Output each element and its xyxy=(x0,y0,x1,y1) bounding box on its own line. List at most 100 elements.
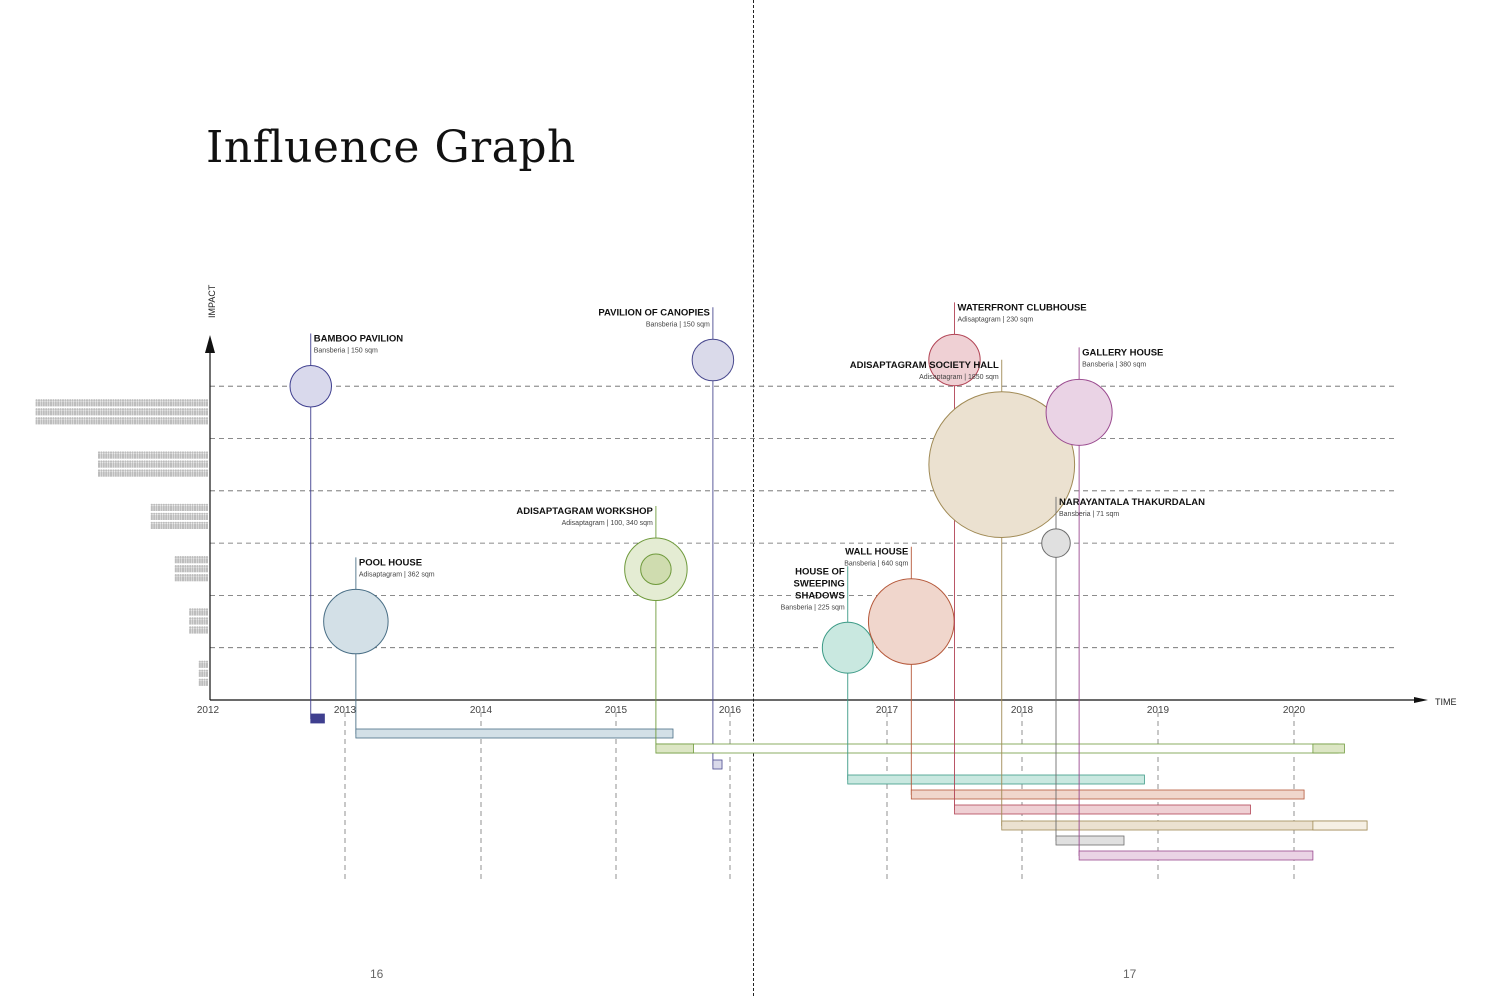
person-icon xyxy=(155,399,158,402)
person-icon xyxy=(186,556,189,559)
person-icon xyxy=(184,469,187,472)
person-icon-body xyxy=(201,419,204,425)
person-icon-body xyxy=(54,410,57,416)
person-icon-body xyxy=(148,419,151,425)
person-icon xyxy=(57,408,60,411)
person-icon xyxy=(93,408,96,411)
project-name-label: SHADOWS xyxy=(795,590,845,601)
person-icon-body xyxy=(69,401,72,407)
person-icon xyxy=(150,451,153,454)
person-icon-body xyxy=(155,410,158,416)
person-icon-body xyxy=(119,453,122,459)
person-icon xyxy=(193,617,197,620)
person-icon-body xyxy=(102,419,105,425)
person-icon-body xyxy=(38,410,40,416)
person-icon xyxy=(193,503,197,506)
person-icon xyxy=(143,469,146,472)
person-icon xyxy=(201,565,204,568)
person-icon xyxy=(201,626,204,629)
person-icon xyxy=(114,460,117,463)
person-icon xyxy=(184,460,187,463)
person-icon xyxy=(193,417,197,420)
person-icon-body xyxy=(167,410,170,416)
project-group: GALLERY HOUSE Bansberia | 380 sqm xyxy=(1045,347,1314,861)
person-icon-body xyxy=(59,401,62,407)
person-icon-body xyxy=(160,462,163,468)
person-icon-body xyxy=(110,453,112,459)
person-icon-body xyxy=(165,410,168,416)
person-icon-body xyxy=(189,419,192,425)
person-icon xyxy=(129,460,132,463)
project-group: ADISAPTAGRAM WORKSHOP Adisaptagram | 100,… xyxy=(516,506,1345,754)
person-icon-body xyxy=(66,401,69,407)
person-icon xyxy=(129,417,132,420)
person-icon xyxy=(201,408,204,411)
person-icon-body xyxy=(105,453,108,459)
person-icon xyxy=(148,460,151,463)
project-meta-label: Bansberia | 640 sqm xyxy=(844,561,908,568)
person-icon-body xyxy=(165,401,168,407)
person-icon-body xyxy=(88,419,91,425)
person-icon-body xyxy=(107,419,110,425)
x-tick-label: 2015 xyxy=(605,705,628,716)
person-icon-body xyxy=(196,410,199,416)
person-icon xyxy=(114,399,117,402)
person-icon-body xyxy=(179,462,182,468)
person-icon xyxy=(169,503,173,506)
person-icon xyxy=(153,503,156,506)
person-icon xyxy=(52,399,55,402)
person-icon-body xyxy=(50,410,52,416)
person-icon xyxy=(124,451,127,454)
person-icon-body xyxy=(182,506,184,511)
person-icon-body xyxy=(38,401,40,407)
person-icon-body xyxy=(146,419,148,425)
page-title: Influence Graph xyxy=(206,122,576,173)
person-icon xyxy=(40,399,43,402)
person-icon xyxy=(193,512,197,515)
person-icon xyxy=(162,521,165,524)
person-icon-body xyxy=(182,401,184,407)
person-icon-body xyxy=(148,401,151,407)
person-icon xyxy=(105,408,108,411)
person-icon-body xyxy=(174,576,177,582)
person-icon-body xyxy=(198,515,201,520)
person-icon-body xyxy=(100,471,103,477)
person-icon xyxy=(35,417,38,420)
person-icon xyxy=(186,565,189,568)
person-icon-body xyxy=(182,410,184,416)
person-icon-body xyxy=(186,462,189,468)
person-icon xyxy=(138,469,141,472)
person-icon-body xyxy=(105,419,108,425)
person-icon xyxy=(47,417,50,420)
person-icon-body xyxy=(201,524,204,529)
person-icon xyxy=(129,399,132,402)
person-icon-body xyxy=(186,401,189,407)
person-icon-body xyxy=(196,515,199,520)
person-icon-body xyxy=(196,524,199,529)
person-icon xyxy=(177,399,180,402)
person-icon xyxy=(196,521,199,524)
person-icon-body xyxy=(198,610,201,616)
person-icon xyxy=(52,408,55,411)
person-icon-body xyxy=(90,410,93,416)
person-icon-body xyxy=(177,524,180,529)
person-icon-body xyxy=(184,576,187,582)
person-icon-body xyxy=(203,558,206,564)
person-icon-body xyxy=(117,453,120,459)
person-icon-body xyxy=(206,506,208,511)
person-icon-body xyxy=(179,576,182,582)
person-icon-body xyxy=(184,410,187,416)
person-icon-body xyxy=(160,453,163,459)
person-icon-body xyxy=(146,453,148,459)
person-icon-body xyxy=(102,401,105,407)
person-icon xyxy=(85,399,89,402)
person-icon xyxy=(136,417,139,420)
person-icon xyxy=(64,417,67,420)
person-icon xyxy=(196,512,199,515)
influence-people-row xyxy=(198,660,209,686)
person-icon xyxy=(172,512,175,515)
person-icon xyxy=(179,565,182,568)
person-icon-body xyxy=(198,671,201,677)
person-icon xyxy=(201,678,204,681)
person-icon xyxy=(155,503,158,506)
